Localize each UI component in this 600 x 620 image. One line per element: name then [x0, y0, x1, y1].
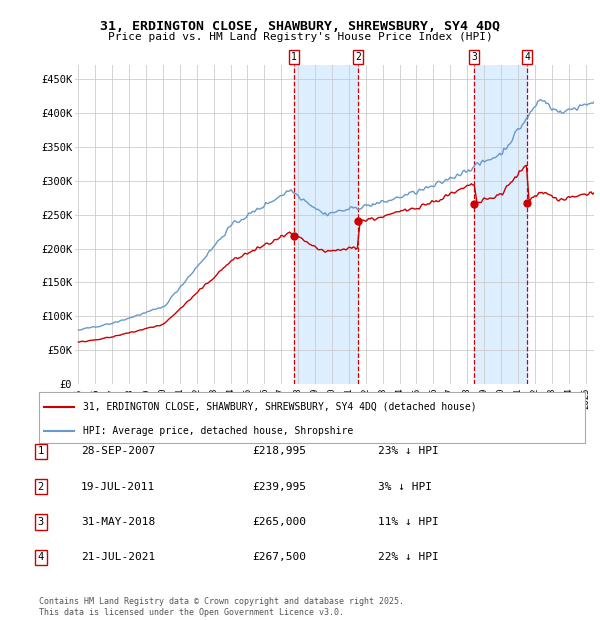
Text: 21-JUL-2021: 21-JUL-2021: [81, 552, 155, 562]
Text: Contains HM Land Registry data © Crown copyright and database right 2025.
This d: Contains HM Land Registry data © Crown c…: [39, 598, 404, 617]
Text: Price paid vs. HM Land Registry's House Price Index (HPI): Price paid vs. HM Land Registry's House …: [107, 32, 493, 42]
Text: 19-JUL-2011: 19-JUL-2011: [81, 482, 155, 492]
Text: 4: 4: [524, 52, 530, 62]
Text: £239,995: £239,995: [252, 482, 306, 492]
Text: 4: 4: [38, 552, 44, 562]
Text: 2: 2: [355, 52, 361, 62]
Text: 31-MAY-2018: 31-MAY-2018: [81, 517, 155, 527]
Bar: [475, 65, 527, 384]
Text: HPI: Average price, detached house, Shropshire: HPI: Average price, detached house, Shro…: [83, 426, 353, 436]
Text: 23% ↓ HPI: 23% ↓ HPI: [378, 446, 439, 456]
Text: 31, ERDINGTON CLOSE, SHAWBURY, SHREWSBURY, SY4 4DQ: 31, ERDINGTON CLOSE, SHAWBURY, SHREWSBUR…: [100, 20, 500, 33]
Text: 2: 2: [38, 482, 44, 492]
Text: 1: 1: [38, 446, 44, 456]
Text: £218,995: £218,995: [252, 446, 306, 456]
Text: 1: 1: [291, 52, 297, 62]
Text: 28-SEP-2007: 28-SEP-2007: [81, 446, 155, 456]
Text: 3: 3: [472, 52, 477, 62]
Text: 22% ↓ HPI: 22% ↓ HPI: [378, 552, 439, 562]
Text: 3% ↓ HPI: 3% ↓ HPI: [378, 482, 432, 492]
Text: 11% ↓ HPI: 11% ↓ HPI: [378, 517, 439, 527]
Text: 3: 3: [38, 517, 44, 527]
Text: £267,500: £267,500: [252, 552, 306, 562]
Text: 31, ERDINGTON CLOSE, SHAWBURY, SHREWSBURY, SY4 4DQ (detached house): 31, ERDINGTON CLOSE, SHAWBURY, SHREWSBUR…: [83, 402, 476, 412]
Text: £265,000: £265,000: [252, 517, 306, 527]
Bar: [294, 65, 358, 384]
